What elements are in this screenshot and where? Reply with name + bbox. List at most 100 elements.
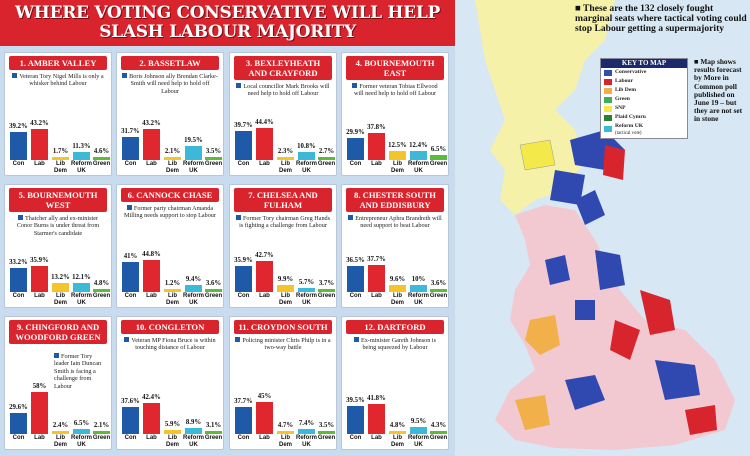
bar-green (205, 157, 222, 160)
constituency-blob (519, 139, 556, 171)
party-label: Lib Dem (53, 293, 67, 306)
panel-subtitle: Veteran MP Fiona Bruce is within touchin… (122, 337, 218, 352)
party-label: Lab (371, 293, 382, 299)
data-label: 2.7% (318, 148, 335, 155)
bar-lib-dem (277, 157, 294, 160)
panel-title: 6. Cannock Chase (121, 188, 219, 202)
data-label: 58% (32, 383, 47, 391)
bar-chart: 37.6% 42.4% 5.9% 8.9% 3.1% (120, 378, 222, 434)
party-label: Reform UK (408, 435, 430, 448)
bar-lab (368, 132, 385, 160)
party-label: Reform UK (296, 293, 318, 306)
constituency-panel: 5. Bournemouth West Thatcher ally and ex… (4, 184, 112, 308)
party-labels: Con Lab Lib Dem Reform UK Green (8, 160, 111, 174)
constituency-blob (545, 255, 570, 285)
bar-reform-uk (298, 287, 315, 292)
panel-title: 12. Dartford (346, 320, 444, 334)
panel-subtitle-text: Former Tory leader Iain Duncan Smith is … (54, 353, 102, 390)
party-label: Lab (259, 293, 270, 299)
map-note: ■ Map shows results forecast by More in … (694, 57, 743, 124)
data-label: 19.5% (184, 136, 203, 144)
bar-green (93, 431, 110, 434)
map-key-item: Plaid Cymru (601, 113, 687, 122)
panel-subtitle: Ex-minister Gareth Johnson is being sque… (347, 337, 443, 352)
panel-subtitle-text: Veteran Tory Nigel Mills is only a whisk… (19, 73, 104, 88)
bar-lab (256, 128, 273, 160)
panel-subtitle-text: Former Tory chairman Greg Hands is fight… (239, 215, 331, 230)
data-label: 9.9% (277, 275, 294, 283)
bar-reform-uk (298, 152, 315, 160)
data-label: 11.3% (72, 142, 91, 150)
bar-lab (31, 128, 48, 160)
party-label: Green (92, 435, 111, 441)
map-key-label: Labour (615, 78, 634, 84)
party-label: Con (349, 435, 362, 441)
constituency-panel: 7. Chelsea and Fulham Former Tory chairm… (229, 184, 337, 308)
data-label: 45% (257, 392, 272, 400)
party-label: Lib Dem (390, 293, 404, 306)
constituency-panel: 10. Congleton Veteran MP Fiona Bruce is … (116, 316, 224, 450)
party-label: Con (12, 161, 25, 167)
map-key-label: Plaid Cymru (615, 114, 646, 120)
panel-subtitle: Former Tory leader Iain Duncan Smith is … (54, 353, 108, 390)
bullet-icon (353, 337, 359, 342)
data-label: 42.7% (255, 252, 274, 260)
bar-con (235, 131, 252, 160)
bullet-icon (126, 205, 132, 210)
constituency-blob (575, 300, 595, 320)
party-label: Reform UK (296, 161, 318, 174)
party-label: Green (204, 161, 223, 167)
data-label: 44.8% (142, 250, 161, 258)
party-label: Lab (34, 293, 45, 299)
data-label: 4.3% (430, 421, 447, 429)
panel-subtitle: Veteran Tory Nigel Mills is only a whisk… (10, 73, 106, 88)
party-label: Green (92, 293, 111, 299)
panel-title: 3. Bexleyheath and Crayford (234, 56, 332, 80)
party-labels: Con Lab Lib Dem Reform UK Green (120, 292, 223, 306)
bar-green (318, 157, 335, 160)
bar-reform-uk (298, 428, 315, 434)
bar-chart: 31.7% 43.2% 2.1% 19.5% 3.5% (120, 104, 222, 160)
bar-lab (143, 403, 160, 434)
bullet-icon (122, 73, 128, 78)
constituency-panel: 2. Bassetlaw Boris Johnson ally Brendan … (116, 52, 224, 176)
bar-con (122, 406, 139, 434)
data-label: 3.1% (205, 422, 222, 429)
party-labels: Con Lab Lib Dem Reform UK Green (345, 434, 448, 448)
banner-title: WHERE VOTING CONSERVATIVE WILL HELP SLAS… (0, 0, 455, 46)
data-label: 9.6% (389, 276, 406, 284)
bar-chart: 29.6% 58% 2.4% 6.5% 2.1% (8, 378, 110, 434)
party-labels: Con Lab Lib Dem Reform UK Green (233, 292, 336, 306)
party-label: Lab (34, 161, 45, 167)
data-label: 5.7% (298, 278, 315, 286)
bar-con (122, 262, 139, 292)
data-label: 4.8% (389, 421, 406, 429)
map-key-label: Reform UK (615, 123, 644, 129)
bar-con (10, 131, 27, 160)
party-label: Con (237, 293, 250, 299)
party-label: Reform UK (183, 161, 205, 174)
bar-reform-uk (185, 427, 202, 434)
bar-chart: 36.5% 37.7% 9.6% 10% 3.6% (345, 236, 447, 292)
data-label: 1.7% (52, 148, 69, 155)
map-key: KEY TO MAP Conservative Labour Lib Dem Gree… (600, 58, 688, 139)
constituency-panel: 9. Chingford and Woodford Green Former T… (4, 316, 112, 450)
data-label: 4.7% (277, 421, 294, 429)
swatch-icon (604, 96, 612, 103)
panel-subtitle-text: Boris Johnson ally Brendan Clarke-Smith … (129, 73, 218, 95)
bullet-icon (348, 215, 354, 220)
bar-green (205, 289, 222, 292)
data-label: 9.5% (410, 418, 427, 426)
bar-green (430, 289, 447, 292)
data-label: 8.9% (185, 418, 202, 426)
map-key-item: Conservative (601, 68, 687, 77)
party-label: Lib Dem (165, 293, 179, 306)
data-label: 6.5% (73, 420, 90, 428)
panel-title: 10. Congleton (121, 320, 219, 334)
party-label: Reform UK (71, 435, 93, 448)
party-label: Con (237, 161, 250, 167)
constituency-blob (685, 405, 717, 435)
panel-subtitle-text: Veteran MP Fiona Bruce is within touchin… (131, 337, 216, 352)
data-label: 13.2% (51, 273, 70, 281)
data-label: 43.2% (30, 119, 49, 127)
